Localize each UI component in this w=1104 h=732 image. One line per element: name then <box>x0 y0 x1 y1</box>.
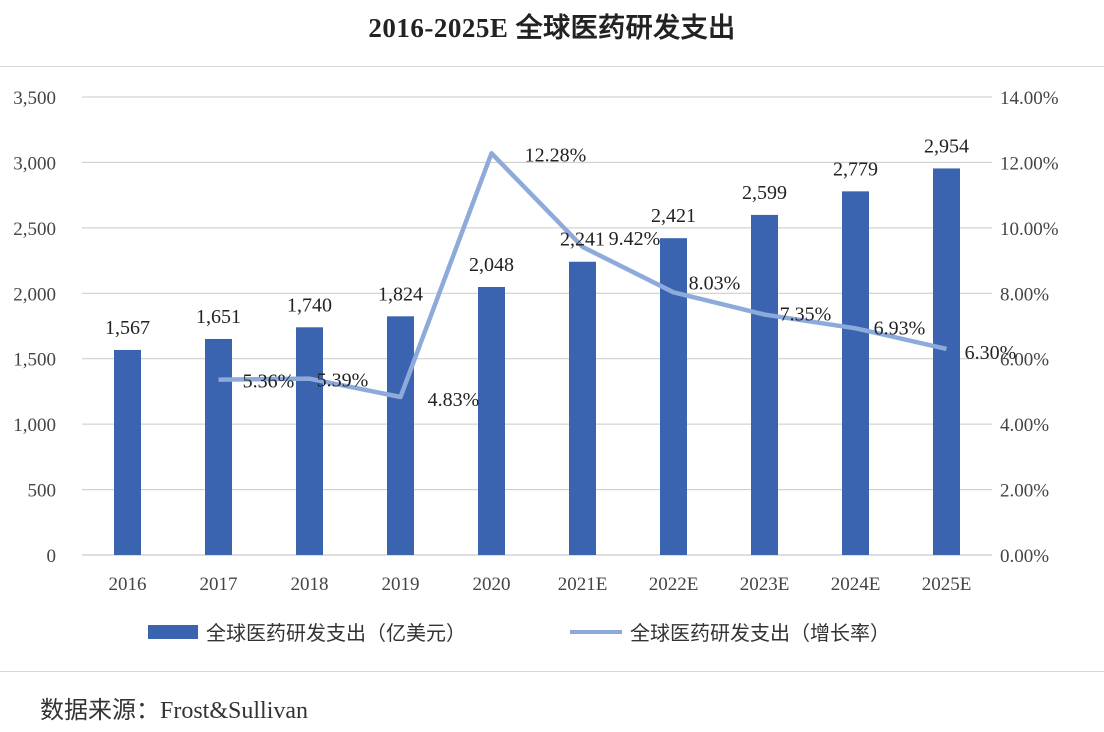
growth-line <box>218 151 947 400</box>
x-axis-tick-label: 2018 <box>291 574 329 595</box>
bar <box>296 327 323 555</box>
bar <box>478 287 505 555</box>
left-axis-tick-label: 3,500 <box>13 88 56 109</box>
x-axis-tick-label: 2020 <box>473 574 511 595</box>
right-axis-tick-label: 14.00% <box>1000 88 1059 109</box>
line-value-label: 6.30% <box>965 342 1017 364</box>
line-value-label: 6.93% <box>874 317 926 339</box>
bar <box>933 168 960 555</box>
legend-bar-label: 全球医药研发支出（亿美元） <box>206 621 466 645</box>
bar <box>751 214 778 555</box>
right-axis-tick-label: 8.00% <box>1000 284 1049 305</box>
left-axis-tick-label: 3,000 <box>13 153 56 174</box>
line-value-label: 8.03% <box>689 272 741 294</box>
bar <box>114 349 141 555</box>
left-axis-tick-label: 0 <box>47 546 57 567</box>
bar-series <box>114 168 960 555</box>
x-axis-tick-label: 2016 <box>109 574 147 595</box>
left-axis-tick-label: 2,500 <box>13 219 56 240</box>
legend: 全球医药研发支出（亿美元） 全球医药研发支出（增长率） <box>148 621 890 645</box>
right-axis-ticks: 0.00% 2.00% 4.00% 6.00% 8.00% 10.00% 12.00% 14.… <box>1000 88 1059 567</box>
chart-title: 2016-2025E 全球医药研发支出 <box>368 13 736 43</box>
x-axis-tick-label: 2023E <box>740 574 790 595</box>
bar-value-label: 2,241 <box>560 229 605 251</box>
line-value-label: 5.36% <box>243 371 295 393</box>
right-axis-tick-label: 2.00% <box>1000 481 1049 502</box>
bar-value-label: 2,048 <box>469 254 514 276</box>
line-data-labels: 5.36% 5.39% 4.83% 12.28% 9.42% 8.03% 7.35% 6.93… <box>243 144 1017 411</box>
bar <box>387 316 414 555</box>
source-note: 数据来源：Frost&Sullivan <box>40 698 309 724</box>
bar-value-label: 1,651 <box>196 306 241 328</box>
left-axis-tick-label: 1,500 <box>13 350 56 371</box>
bar-value-label: 2,779 <box>833 158 878 180</box>
left-axis-ticks: 0 500 1,000 1,500 2,000 2,500 3,000 3,500 <box>13 88 56 567</box>
left-axis-tick-label: 1,000 <box>13 415 56 436</box>
left-axis-tick-label: 2,000 <box>13 284 56 305</box>
bar-value-label: 1,567 <box>105 317 150 339</box>
legend-bar-swatch <box>148 625 198 639</box>
line-value-label: 5.39% <box>317 370 369 392</box>
right-axis-tick-label: 12.00% <box>1000 153 1059 174</box>
bar-value-label: 2,421 <box>651 205 696 227</box>
right-axis-tick-label: 6.00% <box>1000 350 1049 371</box>
line-series <box>218 151 947 400</box>
chart-frame <box>0 66 1104 672</box>
right-axis-tick-label: 10.00% <box>1000 219 1059 240</box>
x-axis-tick-label: 2024E <box>831 574 881 595</box>
x-axis-tick-label: 2022E <box>649 574 699 595</box>
bar-value-label: 1,824 <box>378 283 423 305</box>
bar-value-label: 2,599 <box>742 182 787 204</box>
x-axis-tick-label: 2025E <box>922 574 972 595</box>
bar-value-label: 1,740 <box>287 294 332 316</box>
bar <box>205 338 232 555</box>
x-axis-tick-label: 2021E <box>558 574 608 595</box>
x-axis-tick-label: 2017 <box>200 574 238 595</box>
left-axis-tick-label: 500 <box>28 481 57 502</box>
bar <box>569 261 596 555</box>
bar-value-label: 2,954 <box>924 135 969 157</box>
line-value-label: 12.28% <box>525 144 587 166</box>
legend-line-label: 全球医药研发支出（增长率） <box>630 621 890 645</box>
x-axis-ticks: 2016 2017 2018 2019 2020 2021E 2022E 2023E 2024E… <box>109 574 972 595</box>
right-axis-tick-label: 4.00% <box>1000 415 1049 436</box>
gridlines <box>82 96 992 556</box>
line-value-label: 9.42% <box>609 228 661 250</box>
line-value-label: 4.83% <box>428 389 480 411</box>
line-value-label: 7.35% <box>780 304 832 326</box>
right-axis-tick-label: 0.00% <box>1000 546 1049 567</box>
combo-chart: 0 500 1,000 1,500 2,000 2,500 3,000 3,500 0.00%… <box>13 88 1059 645</box>
x-axis-tick-label: 2019 <box>382 574 420 595</box>
bar-data-labels: 1,567 1,651 1,740 1,824 2,048 2,241 2,421 2,599… <box>105 135 969 338</box>
bar <box>842 191 869 555</box>
